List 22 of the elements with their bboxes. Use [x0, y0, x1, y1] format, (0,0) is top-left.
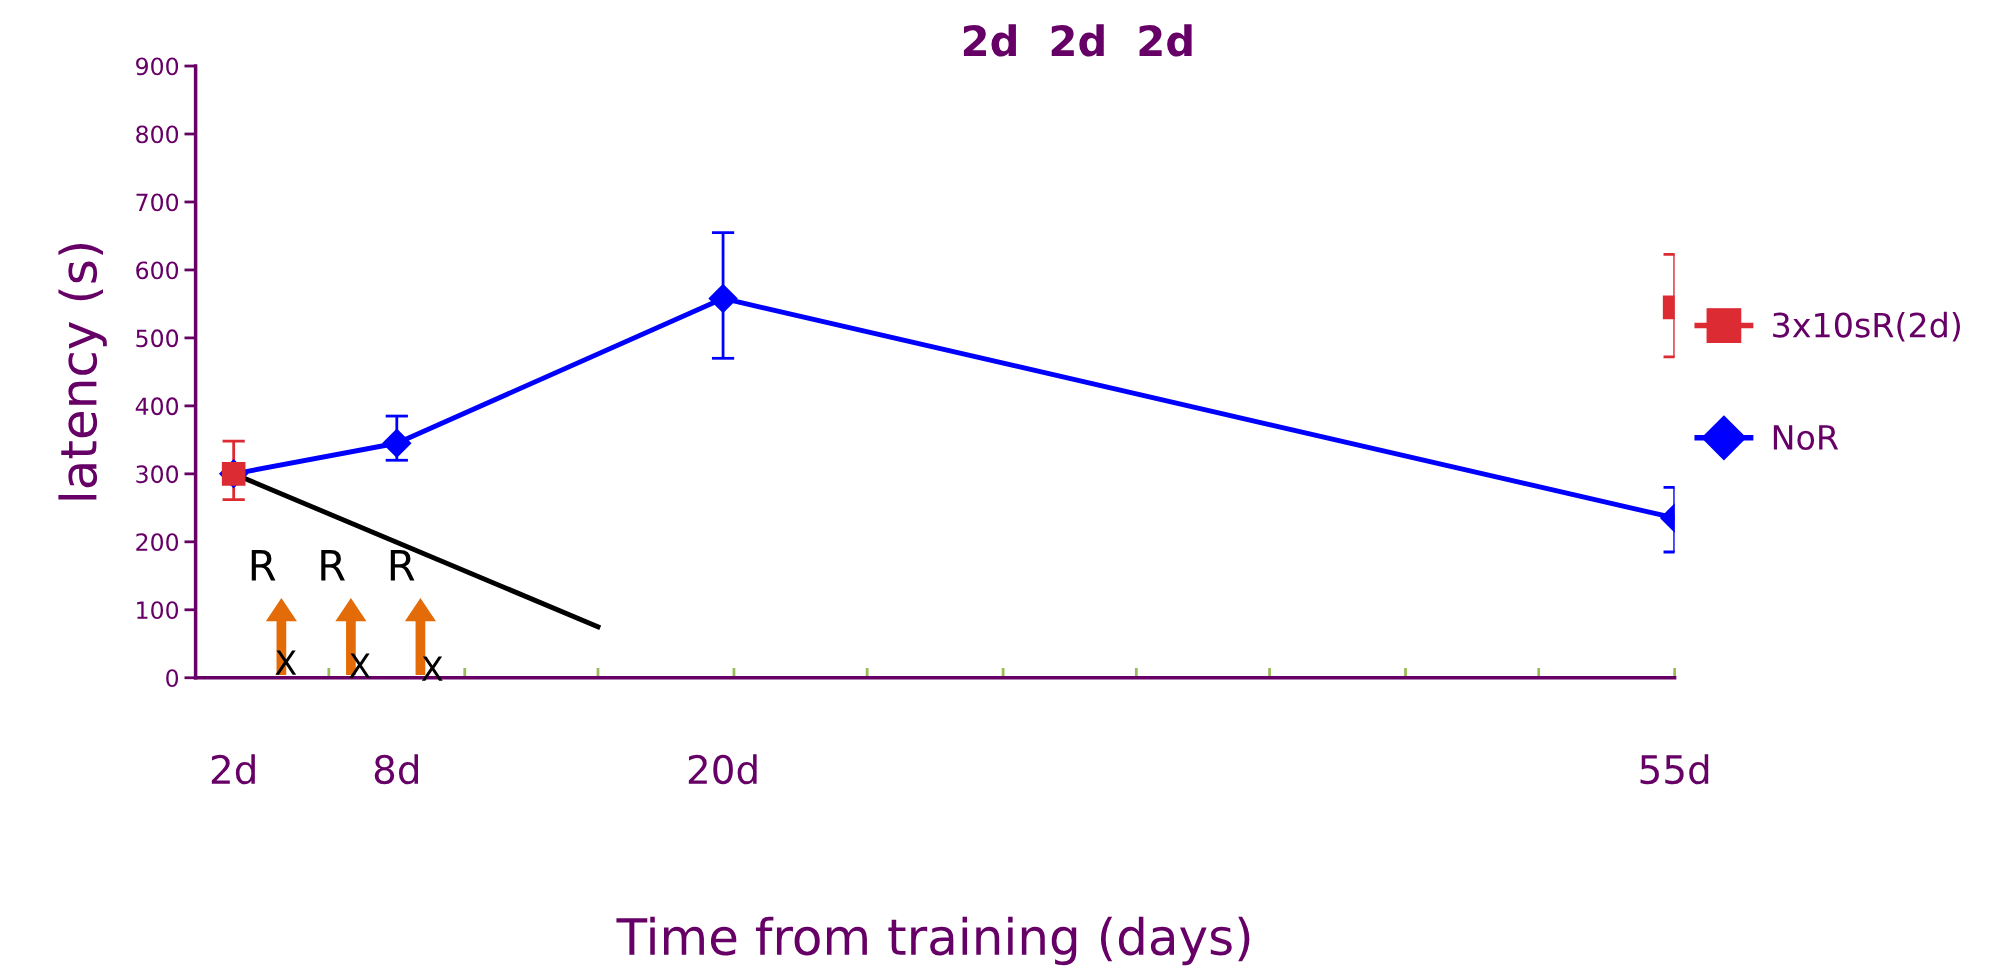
- x-tick-label: 2d: [211, 754, 255, 785]
- y-tick-label: 400: [135, 397, 179, 416]
- annotation: R: [321, 550, 345, 581]
- annotation: R: [251, 550, 276, 581]
- y-axis-title: latency (s): [58, 243, 107, 500]
- y-tick-label: 600: [136, 261, 179, 280]
- annotation: R: [390, 550, 415, 581]
- y-tick-label: 0: [166, 669, 179, 688]
- text: 2d 2d 2d: [963, 24, 1192, 57]
- legend-label: 3x10sR(2d): [1773, 311, 1960, 342]
- x-tick-label: 8d: [374, 754, 418, 785]
- x-tick-label: 55d: [1640, 754, 1709, 785]
- x-axis-title: Time from training (days): [616, 916, 1250, 966]
- legend-label: NoR: [1773, 425, 1839, 450]
- y-tick-label: 300: [136, 465, 179, 484]
- y-tick-label: 800: [136, 125, 179, 144]
- y-tick-label: 100: [137, 601, 179, 620]
- x-tick-label: 20d: [688, 754, 757, 785]
- y-tick-label: 900: [136, 57, 179, 76]
- y-tick-label: 500: [136, 329, 179, 348]
- y-tick-label: 700: [136, 193, 179, 212]
- y-tick-label: 200: [136, 533, 179, 552]
